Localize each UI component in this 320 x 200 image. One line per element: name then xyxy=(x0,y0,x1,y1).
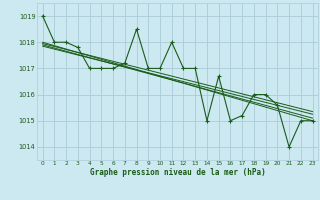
X-axis label: Graphe pression niveau de la mer (hPa): Graphe pression niveau de la mer (hPa) xyxy=(90,168,266,177)
